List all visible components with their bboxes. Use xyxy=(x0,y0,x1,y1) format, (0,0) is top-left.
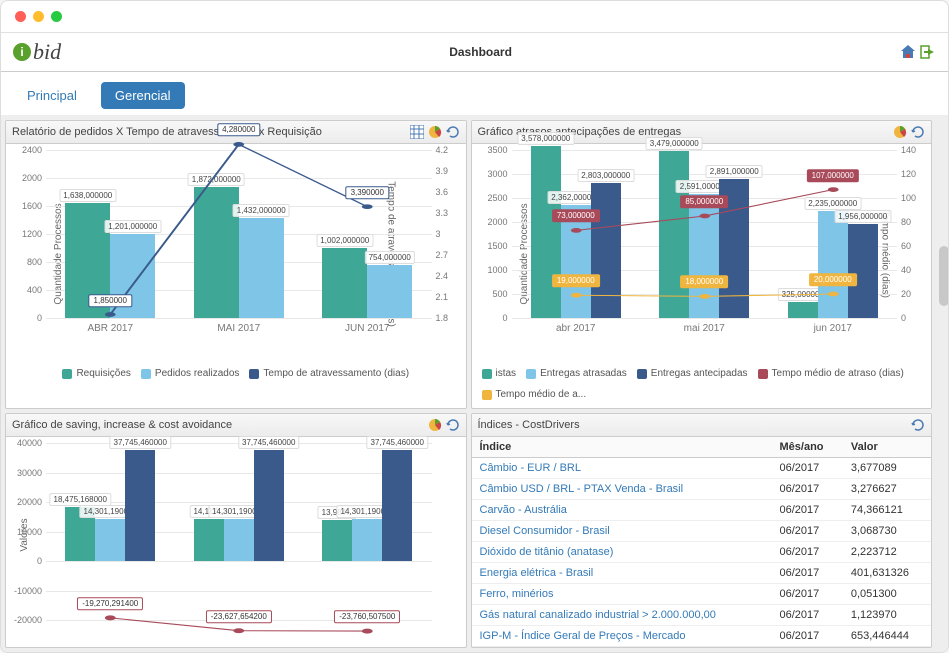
dashboard-grid: Relatório de pedidos X Tempo de atravess… xyxy=(1,116,948,652)
index-link[interactable]: Gás natural canalizado industrial > 2.00… xyxy=(472,605,772,626)
refresh-icon[interactable] xyxy=(446,125,460,139)
window-min-dot[interactable] xyxy=(33,11,44,22)
panel-saving-title: Gráfico de saving, increase & cost avoid… xyxy=(12,419,428,431)
table-row: Carvão - Austrália06/201774,366121 xyxy=(472,500,932,521)
refresh-icon[interactable] xyxy=(446,418,460,432)
table-row: Dióxido de titânio (anatase)06/20172,223… xyxy=(472,542,932,563)
legend-item: Entregas atrasadas xyxy=(526,368,627,379)
logo-badge: i xyxy=(13,43,31,61)
legend-item: Tempo médio de atraso (dias) xyxy=(758,368,904,379)
app-header: ibid Dashboard xyxy=(1,33,948,72)
grid-icon[interactable] xyxy=(410,125,424,139)
legend-item: Tempo de atravessamento (dias) xyxy=(249,368,409,379)
exit-icon[interactable] xyxy=(920,44,936,60)
refresh-icon[interactable] xyxy=(911,418,925,432)
table-header: Mês/ano xyxy=(772,437,843,458)
home-icon[interactable] xyxy=(900,44,916,60)
index-link[interactable]: Ferro, minérios xyxy=(472,584,772,605)
tabs: Principal Gerencial xyxy=(1,72,948,116)
panel-pedidos-title: Relatório de pedidos X Tempo de atravess… xyxy=(12,126,410,138)
index-link[interactable]: Dióxido de titânio (anatase) xyxy=(472,542,772,563)
window-max-dot[interactable] xyxy=(51,11,62,22)
panel-costdrivers: Índices - CostDrivers ÍndiceMês/anoValor… xyxy=(471,413,933,648)
table-row: Energia elétrica - Brasil06/2017401,6313… xyxy=(472,563,932,584)
logo-text: bid xyxy=(33,39,61,65)
panel-costdrivers-title: Índices - CostDrivers xyxy=(478,419,912,431)
table-row: Câmbio USD / BRL - PTAX Venda - Brasil06… xyxy=(472,479,932,500)
table-row: IGP-M - Índice Geral de Preços - Mercado… xyxy=(472,626,932,647)
panel-entregas: Gráfico atrasos antecipações de entregas… xyxy=(471,120,933,409)
browser-chrome xyxy=(1,1,948,33)
costdrivers-table: ÍndiceMês/anoValor Câmbio - EUR / BRL06/… xyxy=(472,437,932,647)
window-close-dot[interactable] xyxy=(15,11,26,22)
table-header: Valor xyxy=(843,437,931,458)
page-title: Dashboard xyxy=(61,45,900,59)
index-link[interactable]: Câmbio - EUR / BRL xyxy=(472,458,772,479)
index-link[interactable]: Câmbio USD / BRL - PTAX Venda - Brasil xyxy=(472,479,772,500)
table-row: Ferro, minérios06/20170,051300 xyxy=(472,584,932,605)
pie-icon[interactable] xyxy=(893,125,907,139)
legend-item: Pedidos realizados xyxy=(141,368,240,379)
chart2-legend: istas Entregas atrasadas Entregas antecipa… xyxy=(472,364,932,408)
table-header: Índice xyxy=(472,437,772,458)
legend-item: istas xyxy=(482,368,517,379)
legend-item: Requisições xyxy=(62,368,130,379)
chart1-legend: Requisições Pedidos realizados Tempo de at… xyxy=(6,364,466,387)
legend-item: Entregas antecipadas xyxy=(637,368,748,379)
table-row: Diesel Consumidor - Brasil06/20173,06873… xyxy=(472,521,932,542)
index-link[interactable]: Energia elétrica - Brasil xyxy=(472,563,772,584)
refresh-icon[interactable] xyxy=(911,125,925,139)
index-link[interactable]: IGP-M - Índice Geral de Preços - Mercado xyxy=(472,626,772,647)
legend-item: Tempo médio de a... xyxy=(482,389,587,400)
pie-icon[interactable] xyxy=(428,418,442,432)
index-link[interactable]: Diesel Consumidor - Brasil xyxy=(472,521,772,542)
panel-pedidos: Relatório de pedidos X Tempo de atravess… xyxy=(5,120,467,409)
panel-saving: Gráfico de saving, increase & cost avoid… xyxy=(5,413,467,648)
index-link[interactable]: Carvão - Austrália xyxy=(472,500,772,521)
tab-principal[interactable]: Principal xyxy=(13,82,91,109)
pie-icon[interactable] xyxy=(428,125,442,139)
scrollbar[interactable] xyxy=(937,246,949,648)
logo: ibid xyxy=(13,39,61,65)
tab-gerencial[interactable]: Gerencial xyxy=(101,82,185,109)
table-row: Câmbio - EUR / BRL06/20173,677089 xyxy=(472,458,932,479)
table-row: Gás natural canalizado industrial > 2.00… xyxy=(472,605,932,626)
